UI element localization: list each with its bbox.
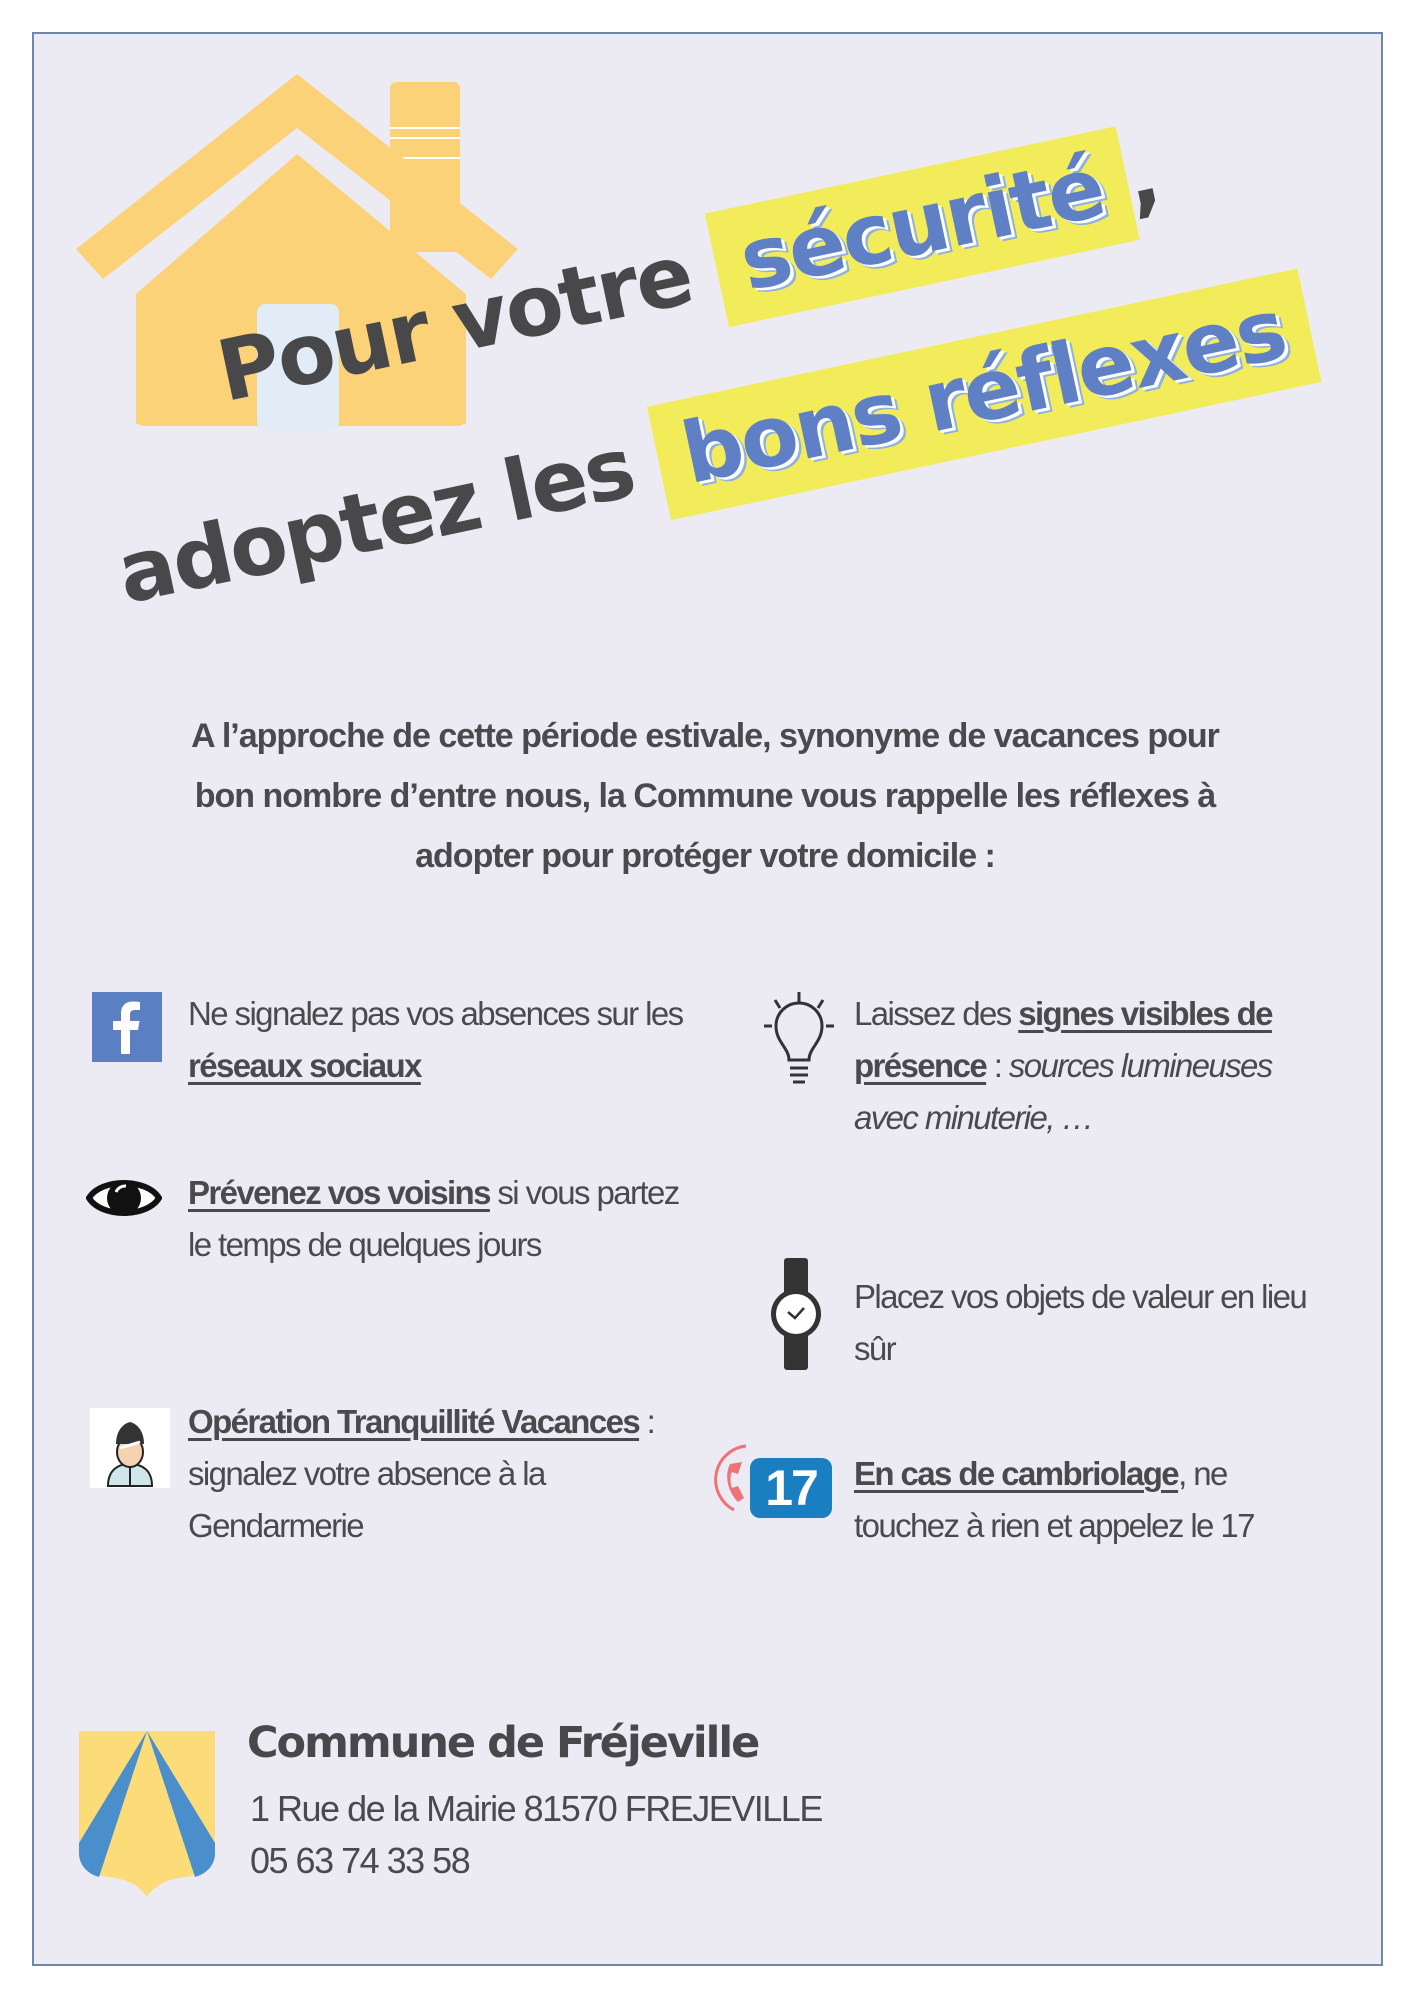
tip-operation-tranquillite: Opération Tranquillité Vacances : signal…	[188, 1396, 708, 1552]
commune-name: Commune de Fréjeville	[247, 1718, 760, 1768]
tip-emphasis: En cas de cambriolage	[854, 1455, 1180, 1492]
house-icon	[76, 74, 518, 430]
tip-italic: sources lumineuses avec minuterie, …	[854, 1047, 1273, 1136]
tip-emphasis: Prévenez vos voisins	[188, 1174, 491, 1211]
tip-emphasis: réseaux sociaux	[188, 1047, 422, 1084]
tip-valuables: Placez vos objets de valeur en lieu sûr	[854, 1271, 1324, 1375]
watch-icon	[771, 1258, 821, 1370]
tip-text: : signalez votre absence à la Gendarmeri…	[188, 1403, 656, 1544]
eye-icon	[86, 1180, 162, 1216]
intro-line: adopter pour protéger votre domicile :	[415, 837, 996, 875]
phone-17-icon: 17	[706, 1440, 836, 1524]
tip-emphasis: signes visibles de présence	[854, 995, 1274, 1084]
intro-paragraph: A l’approche de cette période estivale, …	[70, 706, 1340, 886]
facebook-icon	[92, 992, 162, 1062]
tip-emphasis: Opération Tranquillité Vacances	[188, 1403, 641, 1440]
commune-address: 1 Rue de la Mairie 81570 FREJEVILLE	[250, 1788, 823, 1829]
commune-phone[interactable]: 05 63 74 33 58	[250, 1840, 471, 1881]
phone-handset-icon	[714, 1444, 747, 1512]
intro-line: A l’approche de cette période estivale, …	[191, 717, 1220, 755]
tip-text: Placez vos objets de valeur en lieu sûr	[854, 1278, 1308, 1367]
tip-presence: Laissez des signes visibles de présence …	[854, 988, 1324, 1144]
tip-social-networks: Ne signalez pas vos absences sur les rés…	[188, 988, 708, 1092]
coat-of-arms-logo	[79, 1731, 215, 1897]
tip-neighbours: Prévenez vos voisins si vous partez le t…	[188, 1167, 708, 1271]
tip-text: si vous partez le temps de quelques jour…	[188, 1174, 680, 1263]
emergency-number-badge: 17	[750, 1458, 832, 1518]
intro-line: bon nombre d’entre nous, la Commune vous…	[194, 777, 1217, 815]
tip-text: Ne signalez pas vos absences sur les	[188, 995, 684, 1032]
tip-burglary: En cas de cambriolage, ne touchez à rien…	[854, 1448, 1324, 1552]
tip-text: , ne touchez à rien et appelez le 17	[854, 1455, 1255, 1544]
gendarme-icon	[90, 1408, 170, 1488]
tip-text: Laissez des	[854, 995, 1019, 1032]
lightbulb-icon	[764, 992, 834, 1084]
tip-text: :	[986, 1047, 1009, 1084]
